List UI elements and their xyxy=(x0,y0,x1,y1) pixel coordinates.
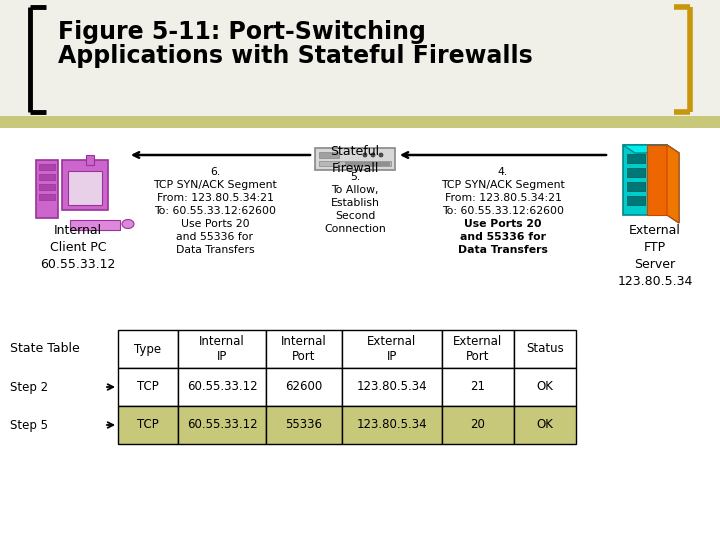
Text: Establish: Establish xyxy=(330,198,379,208)
Text: TCP: TCP xyxy=(137,418,159,431)
Polygon shape xyxy=(623,145,679,153)
Text: OK: OK xyxy=(536,418,554,431)
Text: 5.: 5. xyxy=(350,172,360,182)
Bar xyxy=(266,330,342,368)
Polygon shape xyxy=(667,145,679,223)
Text: and 55336 for: and 55336 for xyxy=(176,232,253,242)
Bar xyxy=(39,174,55,180)
Bar xyxy=(627,182,645,191)
Text: 123.80.5.34: 123.80.5.34 xyxy=(356,381,427,394)
Bar xyxy=(514,368,576,406)
Bar xyxy=(68,171,102,205)
Bar xyxy=(442,368,514,406)
Bar xyxy=(442,330,514,368)
Text: To: 60.55.33.12:62600: To: 60.55.33.12:62600 xyxy=(154,206,276,216)
Ellipse shape xyxy=(371,153,375,157)
Bar xyxy=(342,330,442,368)
Bar xyxy=(36,160,58,218)
Text: 123.80.5.34: 123.80.5.34 xyxy=(356,418,427,431)
Text: TCP: TCP xyxy=(137,381,159,394)
Bar xyxy=(315,148,395,170)
Text: Data Transfers: Data Transfers xyxy=(458,245,548,255)
Text: Internal
Port: Internal Port xyxy=(281,335,327,363)
Bar xyxy=(319,152,339,158)
Ellipse shape xyxy=(363,153,367,157)
Text: State Table: State Table xyxy=(10,342,80,355)
Text: Use Ports 20: Use Ports 20 xyxy=(464,219,541,229)
Text: Second: Second xyxy=(335,211,375,221)
Bar xyxy=(0,0,720,120)
Bar xyxy=(178,368,266,406)
Text: To: 60.55.33.12:62600: To: 60.55.33.12:62600 xyxy=(442,206,564,216)
Text: TCP SYN/ACK Segment: TCP SYN/ACK Segment xyxy=(441,180,565,190)
Bar xyxy=(342,406,442,444)
Text: 62600: 62600 xyxy=(285,381,323,394)
Text: TCP SYN/ACK Segment: TCP SYN/ACK Segment xyxy=(153,180,277,190)
Bar xyxy=(345,162,390,166)
Bar xyxy=(118,330,178,368)
Text: Figure 5-11: Port-Switching: Figure 5-11: Port-Switching xyxy=(58,20,426,44)
Text: 4.: 4. xyxy=(498,167,508,177)
Bar xyxy=(39,194,55,200)
Bar xyxy=(627,196,645,205)
Bar xyxy=(118,368,178,406)
Bar xyxy=(627,168,645,177)
Text: and 55336 for: and 55336 for xyxy=(460,232,546,242)
Text: Applications with Stateful Firewalls: Applications with Stateful Firewalls xyxy=(58,44,533,68)
Text: From: 123.80.5.34:21: From: 123.80.5.34:21 xyxy=(444,193,562,203)
Text: Step 2: Step 2 xyxy=(10,381,48,394)
Text: Data Transfers: Data Transfers xyxy=(176,245,254,255)
Text: From: 123.80.5.34:21: From: 123.80.5.34:21 xyxy=(156,193,274,203)
Bar xyxy=(623,145,667,215)
Bar xyxy=(514,330,576,368)
Bar xyxy=(647,145,667,215)
Text: To Allow,: To Allow, xyxy=(331,185,379,195)
Text: OK: OK xyxy=(536,381,554,394)
Text: Internal
Client PC
60.55.33.12: Internal Client PC 60.55.33.12 xyxy=(40,224,116,271)
Text: 60.55.33.12: 60.55.33.12 xyxy=(186,418,257,431)
Text: Connection: Connection xyxy=(324,224,386,234)
Text: 55336: 55336 xyxy=(286,418,323,431)
Bar xyxy=(39,164,55,170)
Bar xyxy=(0,116,720,128)
Ellipse shape xyxy=(379,153,383,157)
Text: Stateful
Firewall: Stateful Firewall xyxy=(330,145,379,175)
Bar xyxy=(70,220,120,230)
Text: External
IP: External IP xyxy=(367,335,417,363)
Bar xyxy=(266,406,342,444)
Polygon shape xyxy=(667,145,679,223)
Bar xyxy=(62,160,108,210)
Bar xyxy=(266,368,342,406)
Bar xyxy=(39,184,55,190)
Text: 6.: 6. xyxy=(210,167,220,177)
Bar xyxy=(342,368,442,406)
Text: Status: Status xyxy=(526,342,564,355)
Text: Internal
IP: Internal IP xyxy=(199,335,245,363)
Text: Type: Type xyxy=(135,342,161,355)
Text: Step 5: Step 5 xyxy=(10,418,48,431)
Bar xyxy=(118,406,178,444)
Text: Use Ports 20: Use Ports 20 xyxy=(181,219,249,229)
Ellipse shape xyxy=(122,219,134,228)
Bar xyxy=(178,406,266,444)
Bar xyxy=(442,406,514,444)
Text: 20: 20 xyxy=(471,418,485,431)
Text: 60.55.33.12: 60.55.33.12 xyxy=(186,381,257,394)
Bar xyxy=(86,155,94,165)
Bar xyxy=(319,161,391,166)
Text: External
Port: External Port xyxy=(454,335,503,363)
Bar xyxy=(627,154,645,163)
Text: 21: 21 xyxy=(470,381,485,394)
Bar xyxy=(514,406,576,444)
Text: External
FTP
Server
123.80.5.34: External FTP Server 123.80.5.34 xyxy=(617,224,693,288)
Bar xyxy=(178,330,266,368)
